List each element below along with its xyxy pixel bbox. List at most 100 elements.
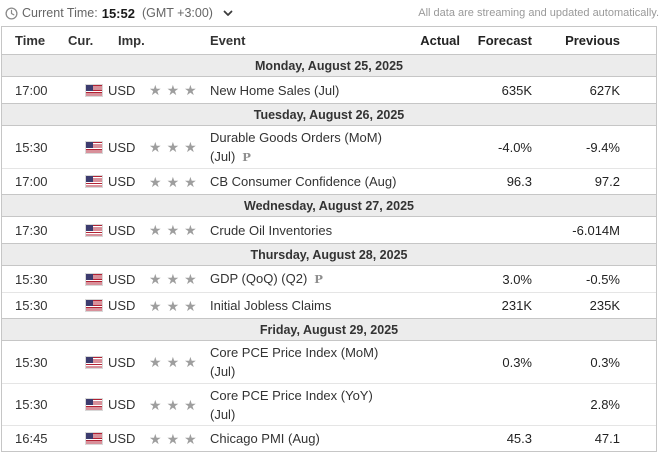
- event-name[interactable]: Core PCE Price Index (MoM) (Jul): [210, 345, 379, 379]
- importance-stars: ★ ★ ★: [118, 355, 210, 369]
- event-name[interactable]: CB Consumer Confidence (Aug): [210, 174, 397, 189]
- forecast-value: -4.0%: [498, 139, 532, 155]
- calendar-table: Time Cur. Imp. Event Actual Forecast Pre…: [1, 26, 657, 452]
- importance-star-icon: ★: [166, 354, 180, 370]
- event-time: 16:45: [15, 431, 48, 446]
- importance-stars: ★ ★ ★: [118, 83, 210, 97]
- header-previous: Previous: [565, 33, 620, 48]
- timezone-value: (GMT +3:00): [141, 6, 213, 20]
- importance-star-icon: ★: [149, 139, 162, 155]
- importance-stars: ★ ★ ★: [118, 140, 210, 154]
- importance-star-icon: ★: [184, 430, 197, 447]
- event-name[interactable]: GDP (QoQ) (Q2) P: [210, 271, 323, 286]
- event-name[interactable]: Core PCE Price Index (YoY) (Jul): [210, 387, 373, 422]
- event-name[interactable]: Initial Jobless Claims: [210, 298, 332, 313]
- timezone-selector[interactable]: Current Time: 15:52 (GMT +3:00): [5, 6, 233, 21]
- importance-stars: ★ ★ ★: [118, 299, 210, 313]
- header-time: Time: [15, 33, 46, 48]
- currency-cell: USD: [66, 272, 135, 287]
- event-time: 15:30: [15, 271, 48, 287]
- importance-star-icon: ★: [184, 396, 197, 413]
- chevron-down-icon[interactable]: [223, 10, 233, 17]
- importance-stars: ★ ★ ★: [118, 175, 210, 189]
- importance-star-icon: ★: [184, 354, 197, 370]
- current-time-value: 15:52: [101, 5, 135, 21]
- importance-star-icon: ★: [166, 139, 180, 155]
- currency-cell: USD: [66, 140, 135, 155]
- event-row[interactable]: 17:00 USD ★ ★ ★ New Home Sales (Jul) 635K …: [2, 77, 656, 103]
- currency-label: USD: [108, 298, 136, 313]
- day-header: Friday, August 29, 2025: [2, 318, 656, 341]
- forecast-value: 45.3: [506, 431, 532, 446]
- currency-cell: USD: [66, 223, 135, 238]
- header-forecast: Forecast: [477, 33, 532, 48]
- event-row[interactable]: 17:30 USD ★ ★ ★ Crude Oil Inventories -6.0…: [2, 217, 656, 243]
- previous-value: 627K: [589, 82, 620, 98]
- importance-star-icon: ★: [184, 82, 197, 98]
- streaming-note: All data are streaming and updated autom…: [418, 7, 659, 19]
- event-time: 15:30: [15, 139, 48, 155]
- currency-cell: USD: [66, 431, 135, 446]
- currency-label: USD: [108, 354, 136, 370]
- header-cur: Cur.: [68, 33, 94, 48]
- day-header: Monday, August 25, 2025: [2, 54, 656, 77]
- importance-stars: ★ ★ ★: [118, 223, 210, 237]
- importance-star-icon: ★: [149, 271, 162, 287]
- calendar-topbar: Current Time: 15:52 (GMT +3:00) All data…: [0, 0, 665, 26]
- currency-cell: USD: [66, 355, 135, 370]
- us-flag-icon: [86, 356, 102, 368]
- importance-star-icon: ★: [166, 430, 180, 447]
- event-row[interactable]: 15:30 USD ★ ★ ★ Durable Goods Orders (MoM)…: [2, 126, 656, 168]
- clock-icon: [5, 6, 18, 20]
- importance-star-icon: ★: [166, 271, 180, 287]
- us-flag-icon: [86, 224, 102, 236]
- forecast-value: 3.0%: [502, 271, 532, 287]
- currency-label: USD: [108, 82, 136, 98]
- currency-cell: USD: [66, 397, 135, 412]
- event-time: 17:00: [15, 174, 48, 189]
- header-event: Event: [210, 33, 246, 48]
- event-name[interactable]: Chicago PMI (Aug): [210, 431, 320, 446]
- preliminary-marker: P: [242, 149, 251, 164]
- importance-star-icon: ★: [184, 222, 197, 238]
- event-time: 15:30: [15, 397, 48, 412]
- event-row[interactable]: 17:00 USD ★ ★ ★ CB Consumer Confidence (Au…: [2, 168, 656, 194]
- event-row[interactable]: 15:30 USD ★ ★ ★ Core PCE Price Index (YoY)…: [2, 383, 656, 425]
- day-header: Thursday, August 28, 2025: [2, 243, 656, 266]
- importance-star-icon: ★: [149, 354, 162, 370]
- importance-star-icon: ★: [166, 82, 180, 98]
- importance-star-icon: ★: [149, 82, 162, 98]
- day-header: Tuesday, August 26, 2025: [2, 103, 656, 126]
- event-name[interactable]: Durable Goods Orders (MoM) (Jul) P: [210, 129, 382, 164]
- event-name[interactable]: New Home Sales (Jul): [210, 82, 340, 98]
- us-flag-icon: [86, 141, 102, 153]
- currency-label: USD: [108, 139, 136, 155]
- event-time: 15:30: [15, 298, 48, 313]
- importance-star-icon: ★: [166, 396, 180, 413]
- header-actual: Actual: [420, 33, 460, 48]
- us-flag-icon: [86, 273, 102, 285]
- us-flag-icon: [86, 84, 102, 96]
- event-row[interactable]: 16:45 USD ★ ★ ★ Chicago PMI (Aug) 45.3 47.…: [2, 425, 656, 451]
- preliminary-marker: P: [314, 272, 323, 286]
- event-row[interactable]: 15:30 USD ★ ★ ★ Core PCE Price Index (MoM)…: [2, 341, 656, 383]
- importance-star-icon: ★: [184, 139, 197, 155]
- currency-cell: USD: [66, 174, 135, 189]
- currency-cell: USD: [66, 298, 135, 313]
- importance-stars: ★ ★ ★: [118, 398, 210, 412]
- importance-star-icon: ★: [149, 297, 162, 314]
- header-imp: Imp.: [118, 33, 145, 48]
- importance-stars: ★ ★ ★: [118, 432, 210, 446]
- previous-value: 235K: [589, 298, 620, 313]
- currency-label: USD: [108, 271, 136, 287]
- us-flag-icon: [86, 399, 102, 410]
- forecast-value: 231K: [501, 298, 532, 313]
- event-row[interactable]: 15:30 USD ★ ★ ★ Initial Jobless Claims 231…: [2, 292, 656, 318]
- event-time: 17:30: [15, 222, 48, 238]
- day-header: Wednesday, August 27, 2025: [2, 194, 656, 217]
- importance-star-icon: ★: [166, 297, 180, 314]
- event-name[interactable]: Crude Oil Inventories: [210, 222, 333, 238]
- event-row[interactable]: 15:30 USD ★ ★ ★ GDP (QoQ) (Q2) P 3.0% -0.5%: [2, 266, 656, 292]
- importance-star-icon: ★: [149, 173, 162, 190]
